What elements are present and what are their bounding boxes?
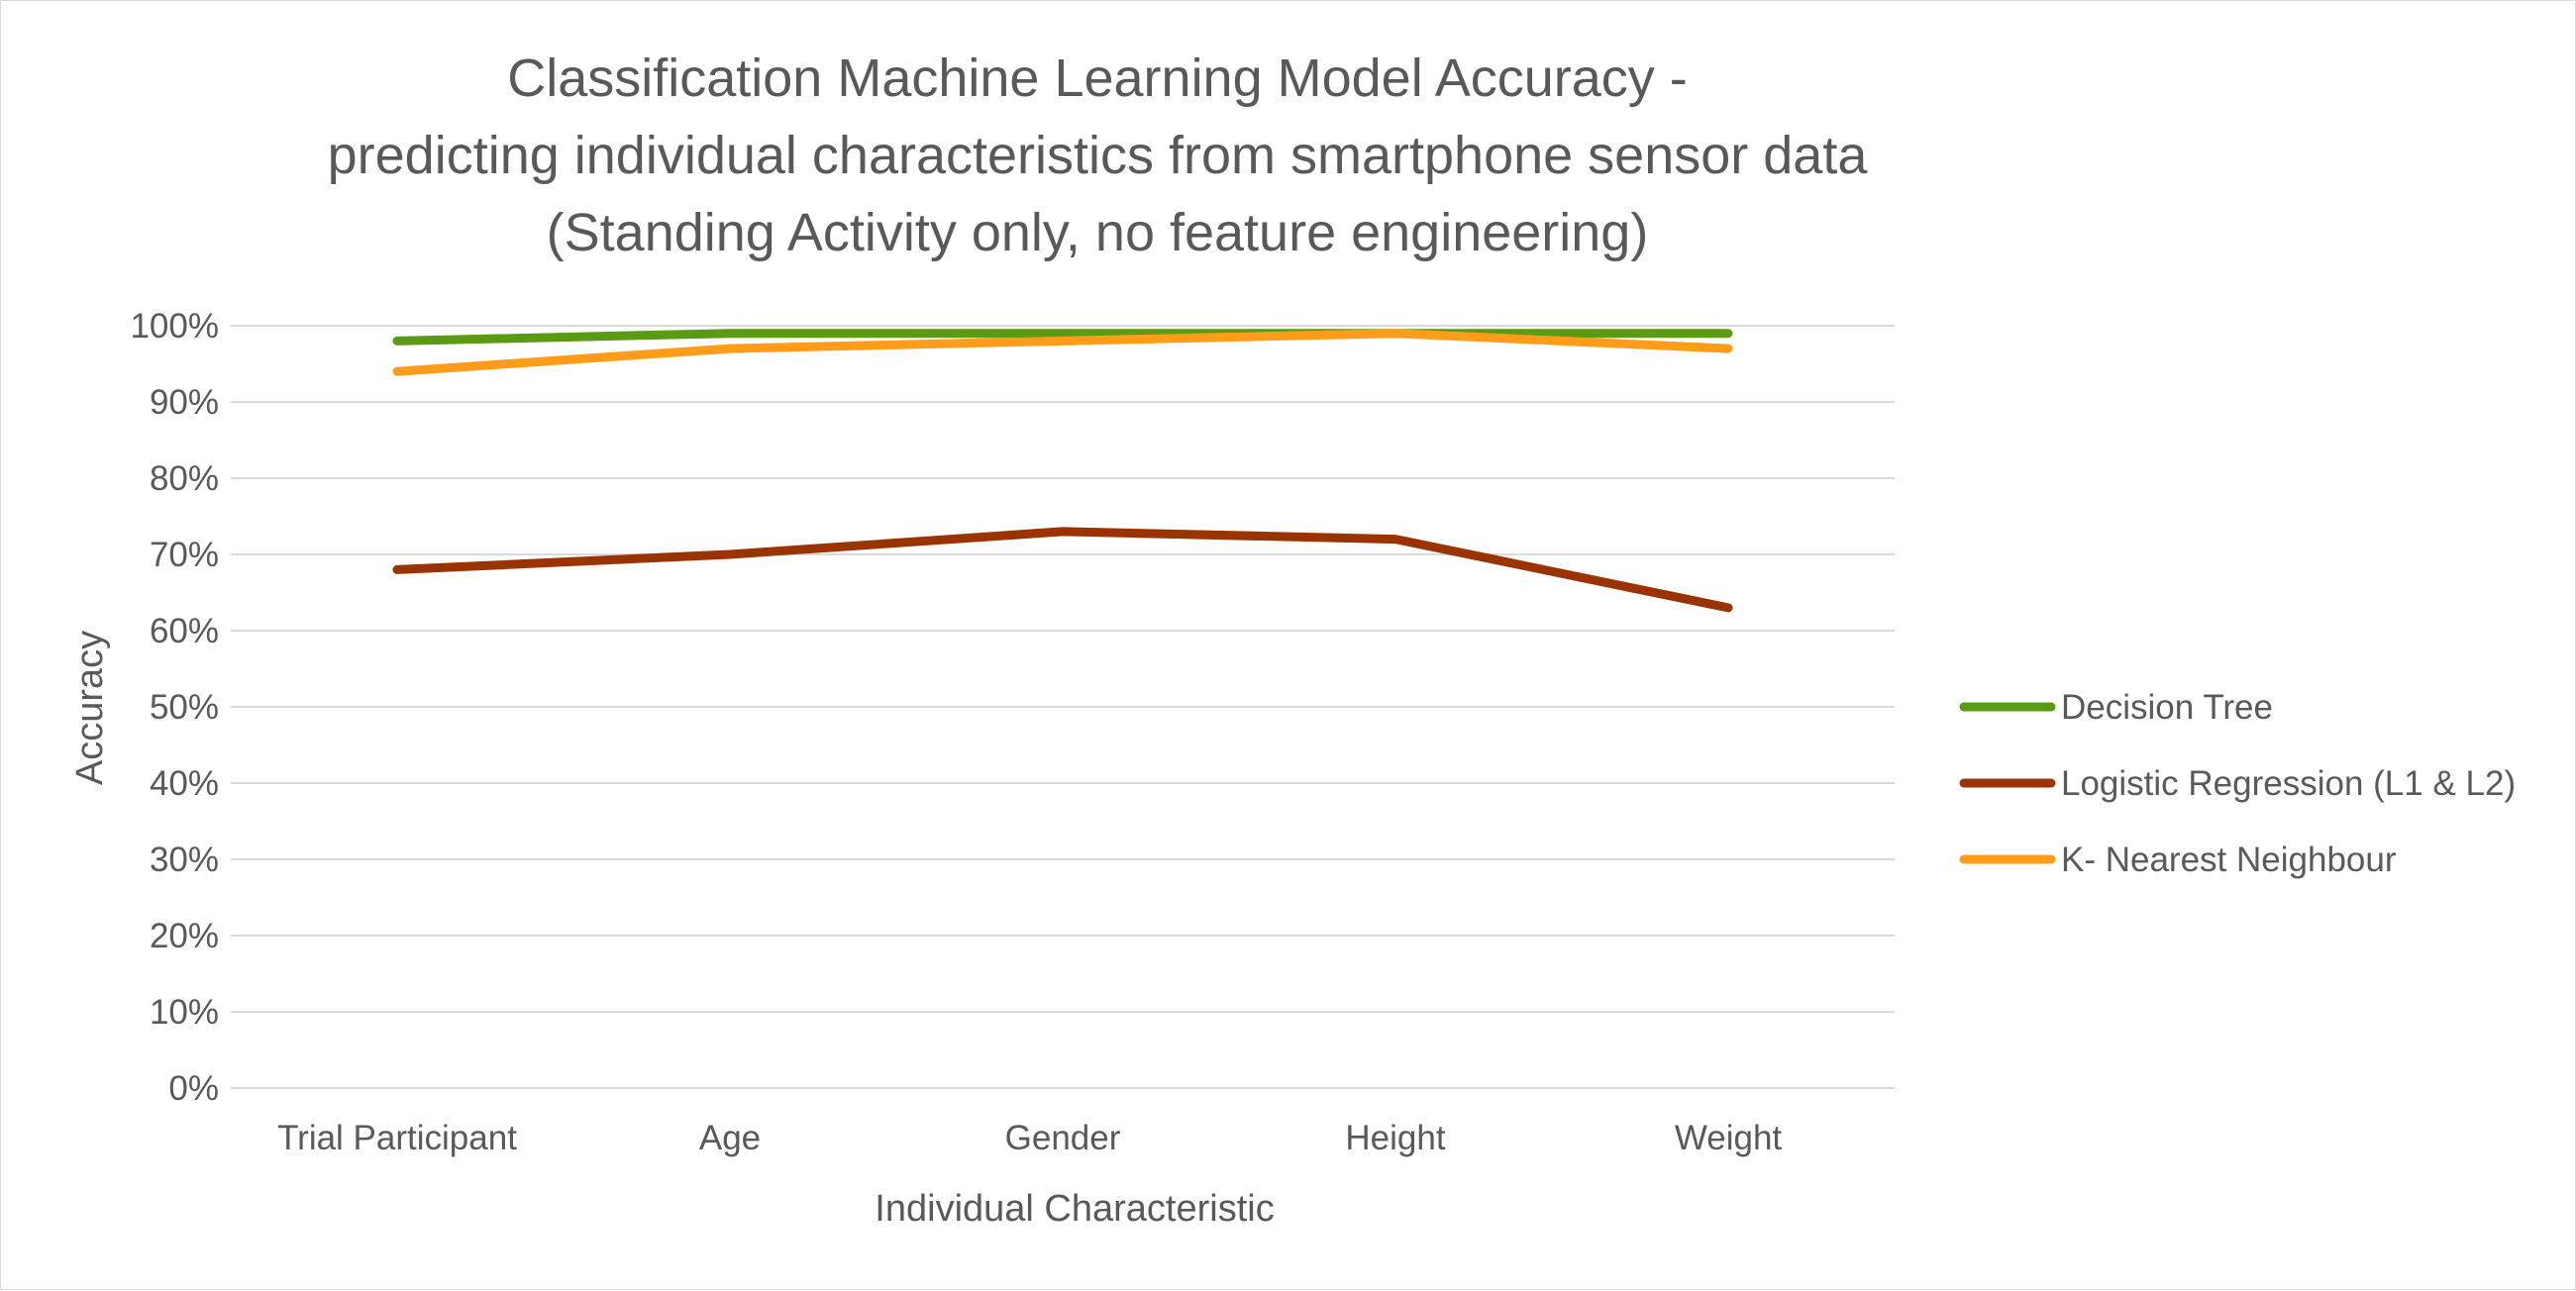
y-tick-label: 80% xyxy=(150,459,219,498)
y-axis-tick-labels: 0% 10% 20% 30% 40% 50% 60% 70% 80% 90% 100% xyxy=(130,307,219,1108)
y-tick-label: 10% xyxy=(150,993,219,1032)
y-tick-label: 40% xyxy=(150,764,219,803)
chart-title-line-3: (Standing Activity only, no feature engi… xyxy=(547,203,1649,262)
x-axis-title: Individual Characteristic xyxy=(875,1188,1274,1230)
x-axis-tick-labels: Trial Participant Age Gender Height Weight xyxy=(277,1119,1782,1157)
series-line-2 xyxy=(392,527,1733,613)
x-tick-label: Age xyxy=(699,1119,761,1157)
y-tick-label: 100% xyxy=(130,307,219,346)
legend-label: K- Nearest Neighbour xyxy=(2061,841,2397,879)
series-line-1 xyxy=(392,329,1733,346)
chart-title-line-2: predicting individual characteristics fr… xyxy=(328,126,1869,185)
chart-title: Classification Machine Learning Model Ac… xyxy=(328,49,1869,262)
series-line-3 xyxy=(392,329,1733,376)
y-tick-label: 60% xyxy=(150,612,219,650)
y-tick-label: 30% xyxy=(150,841,219,879)
x-tick-label: Height xyxy=(1345,1119,1445,1157)
legend: Decision Tree Logistic Regression (L1 & L… xyxy=(1959,688,2516,879)
y-tick-label: 70% xyxy=(150,536,219,574)
x-tick-label: Weight xyxy=(1675,1119,1783,1157)
y-tick-label: 90% xyxy=(150,383,219,422)
y-tick-label: 0% xyxy=(168,1069,219,1108)
y-axis-title: Accuracy xyxy=(69,631,111,785)
x-tick-label: Trial Participant xyxy=(277,1119,517,1157)
y-tick-label: 50% xyxy=(150,688,219,727)
legend-label: Logistic Regression (L1 & L2) xyxy=(2061,764,2516,803)
y-tick-label: 20% xyxy=(150,917,219,955)
x-tick-label: Gender xyxy=(1005,1119,1121,1157)
series-lines xyxy=(392,329,1733,613)
gridlines xyxy=(231,325,1895,1089)
legend-label: Decision Tree xyxy=(2061,688,2273,727)
chart-title-line-1: Classification Machine Learning Model Ac… xyxy=(507,49,1688,108)
